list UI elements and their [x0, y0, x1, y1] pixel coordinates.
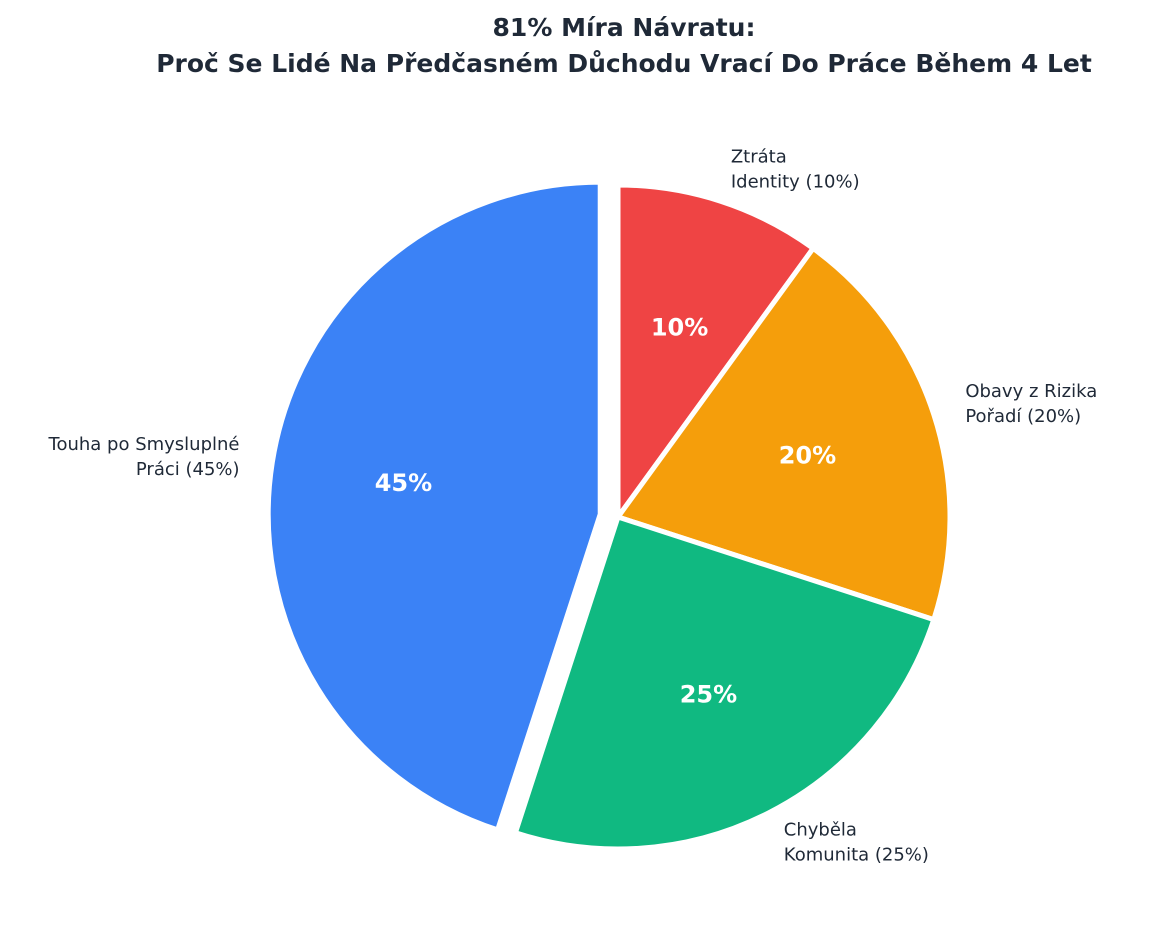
pie-outer-label-meaningful-work: Touha po Smysluplné Práci (45%) [48, 434, 240, 480]
chart-title-line-1: 81% Míra Návratu: [493, 13, 756, 42]
chart-title-line-2: Proč Se Lidé Na Předčasném Důchodu Vrací… [156, 49, 1092, 78]
pie-slices [265, 179, 953, 852]
pie-pct-label-community: 25% [680, 680, 737, 708]
chart-title: 81% Míra Návratu: Proč Se Lidé Na Předča… [156, 13, 1092, 78]
pie-outer-label-line: Komunita (25%) [784, 844, 929, 865]
pie-percentage-labels: 10% 20% 25% 45% [375, 314, 836, 709]
pie-outer-label-line: Ztráta [731, 147, 787, 168]
pie-pct-label-identity: 10% [651, 314, 708, 342]
pie-pct-label-risk: 20% [779, 441, 836, 469]
pie-outer-label-line: Pořadí (20%) [965, 406, 1081, 427]
pie-outer-label-line: Identity (10%) [731, 172, 860, 193]
pie-slice-identity [615, 182, 816, 520]
pie-slice-community [512, 514, 937, 852]
pie-outer-label-community: Chyběla Komunita (25%) [784, 819, 929, 865]
pie-outer-label-identity: Ztráta Identity (10%) [731, 147, 860, 193]
pie-outer-label-risk: Obavy z Rizika Pořadí (20%) [965, 381, 1097, 427]
pie-pct-label-meaningful-work: 45% [375, 469, 432, 497]
pie-slice-meaningful-work [265, 179, 603, 833]
pie-outer-label-line: Obavy z Rizika [965, 381, 1097, 402]
pie-outer-label-line: Práci (45%) [136, 459, 240, 480]
pie-outer-labels: Ztráta Identity (10%) Obavy z Rizika Pořadí… [48, 147, 1098, 866]
pie-outer-label-line: Touha po Smysluplné [48, 434, 240, 455]
pie-outer-label-line: Chyběla [784, 819, 857, 840]
pie-slice-risk [615, 245, 953, 623]
